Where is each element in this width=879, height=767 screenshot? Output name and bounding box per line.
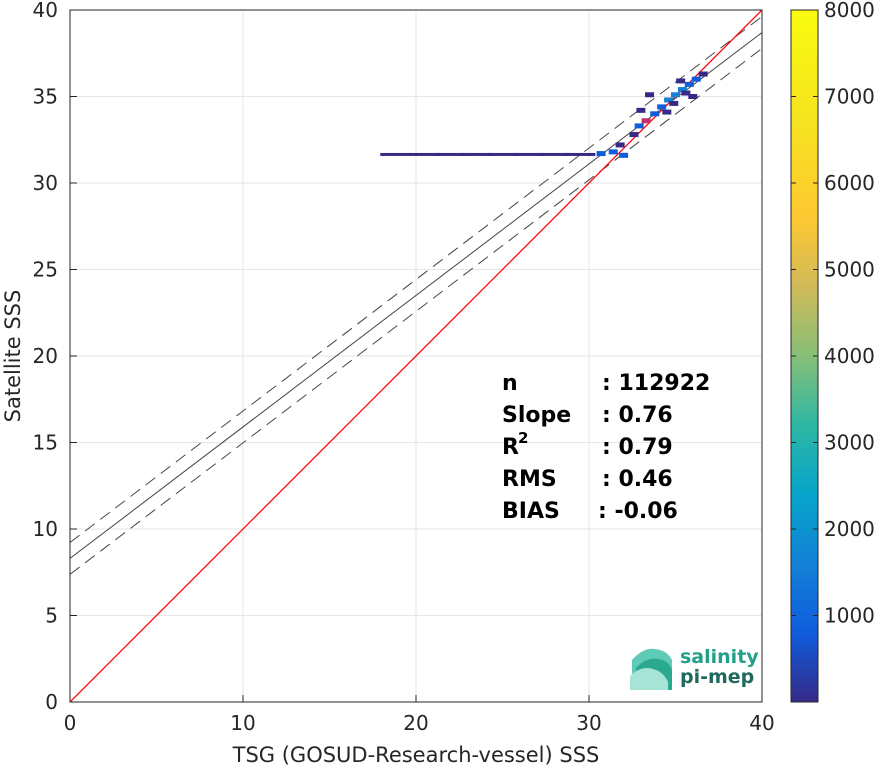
density-point — [487, 152, 518, 156]
y-tick-label: 35 — [33, 85, 58, 109]
density-point — [681, 90, 691, 96]
colorbar-tick-label: 8000 — [824, 0, 875, 22]
density-point — [684, 81, 694, 87]
density-point — [662, 109, 672, 115]
fit-lower-line — [70, 48, 762, 575]
y-tick-label: 15 — [33, 431, 58, 455]
x-tick-label: 20 — [403, 711, 428, 735]
logo-line1: salinity — [680, 646, 759, 668]
density-point — [409, 152, 440, 156]
colorbar-tick-label: 1000 — [824, 604, 875, 628]
y-tick-label: 10 — [33, 517, 58, 541]
y-tick-label: 0 — [45, 690, 58, 714]
y-tick-label: 30 — [33, 171, 58, 195]
density-point — [669, 100, 679, 106]
colorbar-tick-label: 4000 — [824, 344, 875, 368]
x-tick-label: 40 — [749, 711, 774, 735]
stat-value: : -0.06 — [598, 499, 678, 524]
density-point — [677, 87, 687, 93]
x-tick-label: 30 — [576, 711, 601, 735]
density-point — [380, 152, 411, 156]
colorbar-tick-label: 2000 — [824, 517, 875, 541]
density-points — [380, 71, 708, 158]
y-axis-label: Satellite SSS — [1, 290, 25, 423]
y-tick-label: 20 — [33, 344, 58, 368]
y-tick-label: 25 — [33, 258, 58, 282]
stat-label: BIAS — [502, 499, 560, 524]
density-point — [615, 142, 625, 148]
density-point — [664, 97, 674, 103]
x-tick-label: 10 — [230, 711, 255, 735]
density-point — [513, 152, 544, 156]
density-point — [596, 151, 606, 157]
stat-value: : 0.79 — [602, 435, 673, 460]
statistics-box: n : 112922 Slope : 0.76 R 2 : 0.79 RMS : 0.46 BIA… — [502, 371, 710, 524]
stat-label: Slope — [502, 403, 571, 428]
stat-value: : 0.76 — [602, 403, 673, 428]
density-point — [634, 123, 644, 129]
density-point — [619, 152, 629, 158]
density-point — [565, 152, 596, 156]
density-point — [691, 76, 701, 82]
colorbar-tick-label: 5000 — [824, 258, 875, 282]
stat-superscript: 2 — [518, 429, 528, 447]
logo-line2: pi-mep — [680, 666, 754, 688]
y-tick-label: 40 — [33, 0, 58, 22]
stat-label: RMS — [502, 467, 557, 492]
density-point — [435, 152, 466, 156]
stat-label: n — [502, 371, 518, 396]
density-point — [636, 107, 646, 113]
x-axis-label: TSG (GOSUD-Research-vessel) SSS — [232, 743, 600, 767]
density-point — [641, 118, 651, 124]
colorbar-tick-label: 6000 — [824, 171, 875, 195]
x-axis-ticks: 0 10 20 30 40 — [64, 695, 775, 735]
density-point — [650, 111, 660, 117]
y-tick-label: 5 — [45, 604, 58, 628]
fit-upper-line — [70, 16, 762, 543]
density-point — [676, 78, 686, 84]
density-point — [698, 71, 708, 77]
density-point — [461, 152, 492, 156]
salinity-pi-mep-logo: salinity pi-mep — [630, 646, 759, 690]
colorbar-tick-label: 7000 — [824, 85, 875, 109]
stat-value: : 112922 — [602, 371, 710, 396]
density-point — [671, 92, 680, 98]
density-point — [608, 149, 618, 155]
density-point — [645, 92, 655, 98]
density-point — [657, 104, 667, 110]
identity-line — [70, 10, 762, 702]
stat-value: : 0.46 — [602, 467, 673, 492]
x-tick-label: 0 — [64, 711, 77, 735]
density-point — [688, 94, 698, 99]
colorbar-ticks: 1000 2000 3000 4000 5000 6000 7000 8000 — [791, 0, 875, 628]
stat-label: R — [502, 435, 519, 460]
density-point — [629, 132, 639, 138]
density-point — [539, 152, 570, 156]
y-axis-ticks: 0 5 10 15 20 25 30 35 40 — [33, 0, 77, 714]
colorbar-tick-label: 3000 — [824, 431, 875, 455]
